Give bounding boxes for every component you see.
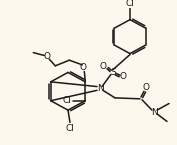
Text: O: O <box>119 72 127 81</box>
Text: S: S <box>110 68 116 77</box>
Text: N: N <box>152 107 158 117</box>
Text: O: O <box>99 62 107 71</box>
Text: Cl: Cl <box>63 96 72 105</box>
Text: Cl: Cl <box>65 124 75 133</box>
Text: Cl: Cl <box>125 0 135 8</box>
Text: O: O <box>44 52 51 61</box>
Text: O: O <box>80 63 87 72</box>
Text: O: O <box>142 83 150 92</box>
Text: N: N <box>97 84 103 93</box>
